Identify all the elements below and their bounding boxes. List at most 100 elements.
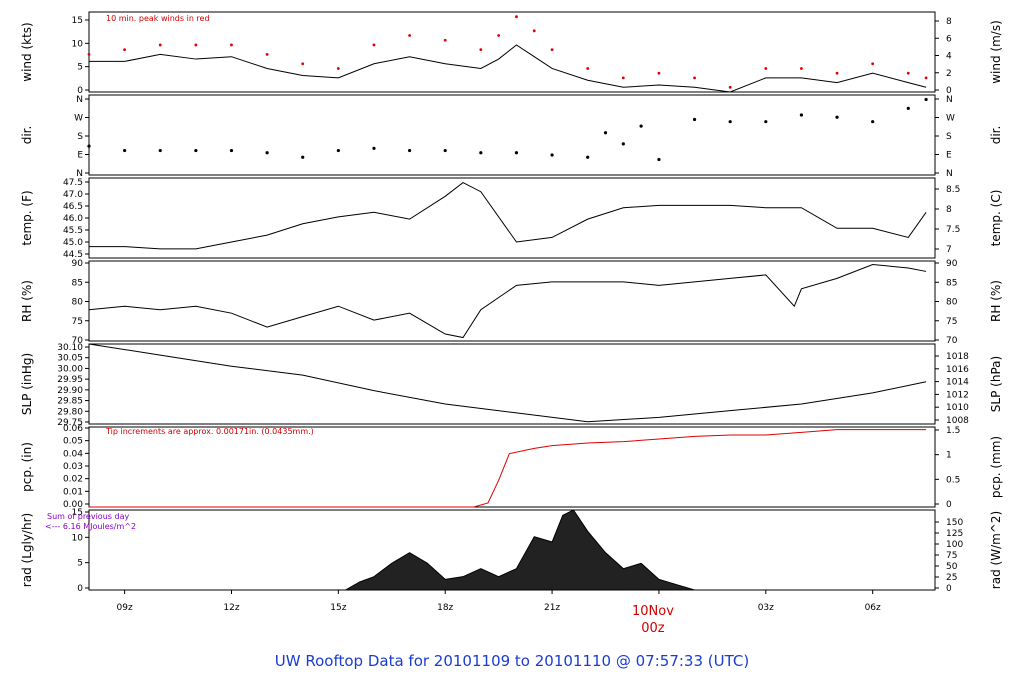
time-tick-label: 18z [437, 603, 453, 613]
right-tick-label: 85 [946, 278, 957, 288]
right-tick-label: 100 [946, 540, 963, 550]
right-tick-label: 2 [946, 69, 952, 79]
left-tick-label: 29.80 [57, 407, 83, 417]
radiation-sum-value: <--- 6.16 MJoules/m^2 [45, 522, 136, 531]
left-tick-label: 0.01 [63, 487, 83, 497]
temp-series-line [89, 181, 927, 250]
wind-direction-point [764, 120, 768, 124]
right-tick-label: 150 [946, 518, 963, 528]
wind-peak-point [764, 67, 768, 70]
wind-direction-point [87, 144, 91, 148]
left-tick-label: 0.02 [63, 475, 83, 485]
left-tick-label: 29.95 [57, 375, 83, 385]
right-tick-label: 50 [946, 562, 958, 572]
left-tick-label: S [77, 132, 83, 142]
slp-series-line [88, 343, 927, 423]
time-tick-label: 06z [865, 603, 881, 613]
wind-direction-point [514, 151, 519, 155]
wind-direction-point [443, 148, 447, 153]
rh-series-line [88, 263, 927, 339]
ylabel-right-wind: wind (m/s) [989, 20, 1003, 84]
wind-direction-point [728, 120, 732, 124]
right-tick-label: 1016 [946, 365, 969, 375]
left-tick-label: E [77, 151, 83, 161]
right-tick-label: 1.5 [946, 426, 960, 436]
wind-peak-point [728, 85, 732, 89]
left-tick-label: 15 [72, 508, 83, 518]
ylabel-right-dir: dir. [989, 126, 1003, 145]
ylabel-right-rh: RH (%) [989, 280, 1003, 322]
wind-direction-point [265, 151, 269, 155]
right-tick-label: 75 [946, 551, 957, 561]
wind-peak-point [515, 15, 518, 19]
right-tick-label: 1012 [946, 390, 969, 400]
time-tick-label: 09z [117, 603, 133, 613]
time-tick-label: 21z [544, 603, 560, 613]
left-tick-label: W [74, 114, 83, 124]
right-tick-label: 0 [946, 584, 952, 594]
ylabel-right-rad: rad (W/m^2) [989, 511, 1003, 589]
left-tick-label: 45.0 [63, 238, 83, 248]
right-tick-label: 0.5 [946, 475, 960, 485]
wind-direction-point [229, 148, 234, 153]
wind-peak-point [621, 76, 625, 80]
wind-direction-point [871, 120, 875, 124]
wind-peak-point [835, 71, 839, 75]
left-tick-label: 0.03 [63, 462, 83, 472]
right-tick-label: 70 [946, 336, 958, 346]
wind-peak-point [301, 62, 305, 66]
wind-direction-point [372, 146, 376, 150]
wind-direction-point [158, 148, 162, 153]
left-tick-label: 30.10 [57, 343, 83, 353]
pcp-series-line [89, 429, 927, 508]
left-tick-label: 0.06 [63, 424, 83, 434]
left-tick-label: 0.05 [63, 437, 83, 447]
right-tick-label: E [946, 151, 952, 161]
left-tick-label: 90 [72, 259, 84, 269]
wind-peak-point [924, 76, 928, 80]
panel-frame-dir [88, 94, 936, 176]
right-tick-label: 1 [946, 451, 952, 461]
right-tick-label: 0 [946, 86, 952, 96]
wind-speed-line [89, 44, 927, 93]
left-tick-label: 46.0 [63, 214, 83, 224]
right-tick-label: 125 [946, 529, 963, 539]
time-tick-label: 15z [330, 603, 346, 613]
ylabel-right-slp: SLP (hPa) [989, 356, 1003, 412]
wind-direction-point [621, 142, 625, 146]
left-tick-label: 29.90 [57, 386, 83, 396]
wind-peak-point [336, 67, 340, 70]
ylabel-left-rh: RH (%) [20, 280, 34, 322]
left-tick-label: 44.5 [63, 250, 83, 260]
right-tick-label: W [946, 114, 955, 124]
right-tick-label: N [946, 169, 953, 179]
wind-peak-point [657, 71, 661, 75]
wind-direction-point [906, 106, 910, 110]
left-tick-label: 30.00 [57, 364, 83, 374]
wind-direction-point [123, 148, 127, 153]
panel-frame-pcp [88, 426, 936, 508]
panel-frame-rh [88, 260, 936, 342]
left-tick-label: N [76, 169, 83, 179]
left-tick-label: 29.75 [57, 418, 83, 428]
wind-direction-point [550, 153, 554, 157]
panel-frame-wind [88, 11, 936, 93]
wind-peak-point [265, 52, 269, 56]
left-tick-label: 29.85 [57, 397, 83, 407]
right-tick-label: 25 [946, 573, 957, 583]
left-tick-label: 10 [72, 39, 84, 49]
left-tick-label: N [76, 95, 83, 105]
ylabel-right-temp: temp. (C) [989, 190, 1003, 247]
radiation-sum-note: Sum of previous day [47, 512, 129, 521]
wind-direction-point [924, 97, 928, 102]
left-tick-label: 45.5 [63, 226, 83, 236]
left-tick-label: 0.04 [63, 449, 83, 459]
wind-peak-point [123, 48, 127, 52]
left-tick-label: 70 [72, 336, 84, 346]
wind-direction-point [479, 151, 483, 155]
wind-peak-point [871, 62, 875, 66]
wind-direction-point [336, 148, 340, 153]
right-tick-label: 6 [946, 34, 952, 44]
panel-frame-slp [88, 343, 936, 425]
wind-peak-point [532, 29, 536, 33]
